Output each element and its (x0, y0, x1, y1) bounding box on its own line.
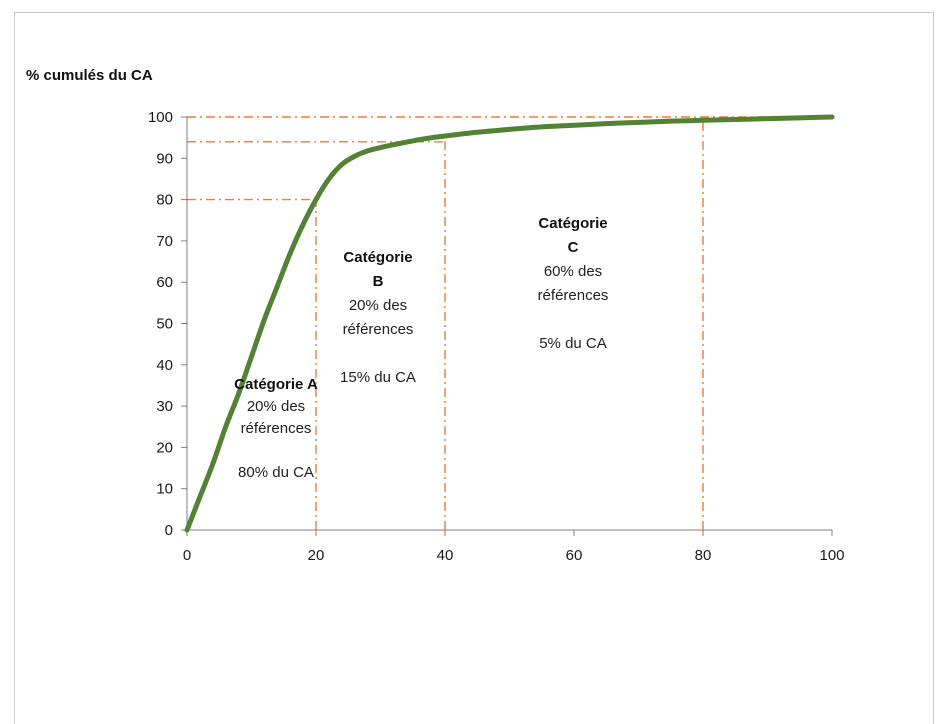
y-tick-label: 40 (156, 357, 173, 374)
x-tick-label: 0 (183, 547, 191, 564)
y-axis-label: % cumulés du CA (26, 67, 153, 84)
category-b-line-5: 15% du CA (340, 369, 416, 386)
x-tick-label: 20 (308, 547, 325, 564)
x-tick-label: 40 (437, 547, 454, 564)
y-tick-label: 100 (148, 109, 173, 126)
y-axis-ticks: 0 10 20 30 40 50 60 70 80 90 100 (148, 109, 187, 539)
category-c-annotation: Catégorie C 60% des références 5% du CA (538, 215, 609, 352)
category-c-line-1: C (568, 239, 579, 256)
category-c-line-2: 60% des (544, 263, 602, 280)
y-tick-label: 50 (156, 316, 173, 333)
category-b-line-3: références (343, 321, 414, 338)
x-tick-label: 80 (695, 547, 712, 564)
category-c-line-0: Catégorie (538, 215, 607, 232)
y-tick-label: 90 (156, 150, 173, 167)
y-tick-label: 80 (156, 192, 173, 209)
category-c-line-3: références (538, 287, 609, 304)
cumulative-revenue-curve (184, 114, 835, 533)
category-b-line-2: 20% des (349, 297, 407, 314)
category-b-annotation: Catégorie B 20% des références 15% du CA (340, 249, 416, 386)
y-tick-label: 20 (156, 439, 173, 456)
category-a-line-2: références (241, 420, 312, 437)
y-tick-label: 10 (156, 481, 173, 498)
y-tick-label: 60 (156, 274, 173, 291)
series-group (184, 114, 835, 533)
category-b-line-1: B (373, 273, 384, 290)
y-tick-label: 30 (156, 398, 173, 415)
category-a-line-4: 80% du CA (238, 464, 314, 481)
x-tick-label: 100 (819, 547, 844, 564)
category-a-annotation: Catégorie A 20% des références 80% du CA (234, 376, 318, 481)
category-a-line-1: 20% des (247, 398, 305, 415)
y-tick-label: 0 (165, 522, 173, 539)
category-b-line-0: Catégorie (343, 249, 412, 266)
category-c-line-5: 5% du CA (539, 335, 607, 352)
category-a-line-0: Catégorie A (234, 376, 318, 393)
x-tick-label: 60 (566, 547, 583, 564)
y-tick-label: 70 (156, 233, 173, 250)
x-axis-ticks: 0 20 40 60 80 100 (183, 530, 845, 564)
